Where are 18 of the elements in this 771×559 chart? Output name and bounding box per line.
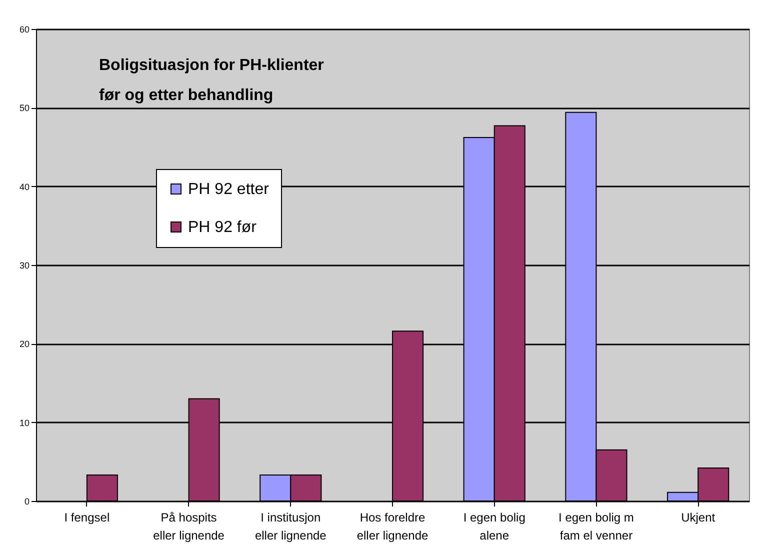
legend-label: PH 92 før xyxy=(188,219,258,236)
y-tick-label: 30 xyxy=(19,260,30,270)
y-tick-label: 60 xyxy=(19,24,30,34)
text: Boligsituasjon for PH-klienter xyxy=(98,57,324,74)
y-tick-label: 40 xyxy=(19,182,30,192)
x-tick-label: I egen bolig m fam el venner xyxy=(558,510,634,542)
y-tick-label: 20 xyxy=(19,339,30,350)
y-tick-label: 0 xyxy=(24,496,30,506)
x-tick-label: I institusjon eller lignende xyxy=(254,510,327,542)
x-tick-label: Hos foreldre eller lignende xyxy=(356,510,429,542)
y-tick-label: 10 xyxy=(19,418,30,428)
x-tick-label: I egen bolig alene xyxy=(463,510,526,542)
legend-label: PH 92 etter xyxy=(188,181,270,198)
x-tick-label: Ukjent xyxy=(681,510,716,524)
x-tick-label: På hospits eller lignende xyxy=(153,510,225,542)
y-tick-label: 50 xyxy=(19,103,30,114)
text: før og etter behandling xyxy=(98,87,274,104)
x-tick-label: I fengsel xyxy=(64,510,110,524)
